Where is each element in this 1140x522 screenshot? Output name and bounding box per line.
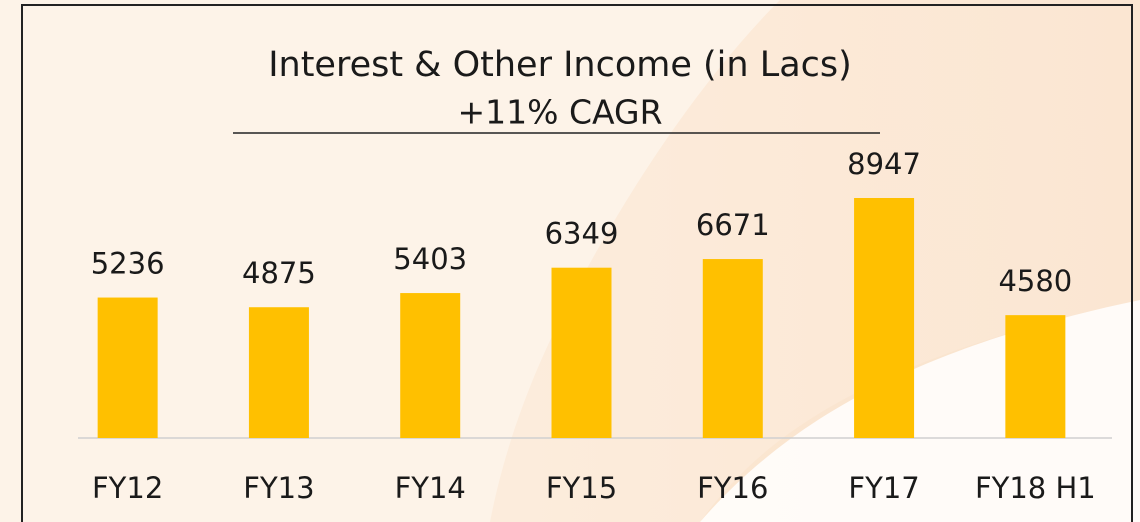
x-tick-label: FY14 [395,471,466,505]
data-label: 4580 [998,264,1072,298]
data-label: 5403 [393,242,467,276]
data-label: 6349 [545,217,619,251]
data-label: 8947 [847,147,921,181]
background-swoosh-light [0,0,780,522]
x-tick-label: FY16 [697,471,768,505]
x-tick-label: FY12 [92,471,163,505]
x-tick-label: FY17 [848,471,919,505]
data-label: 6671 [696,208,770,242]
frame [21,4,1133,522]
x-tick-label: FY13 [243,471,314,505]
bar [248,307,309,438]
bar [400,293,461,438]
bar [551,267,612,438]
bar [1005,315,1066,438]
bar [702,259,763,438]
data-label: 5236 [91,247,165,281]
x-tick-label: FY15 [546,471,617,505]
bar [97,297,158,438]
data-label: 4875 [242,256,316,290]
x-tick-label: FY18 H1 [975,471,1096,505]
chart-subtitle: +11% CAGR [457,93,662,132]
bar [854,198,915,438]
chart-title: Interest & Other Income (in Lacs) [268,45,852,85]
